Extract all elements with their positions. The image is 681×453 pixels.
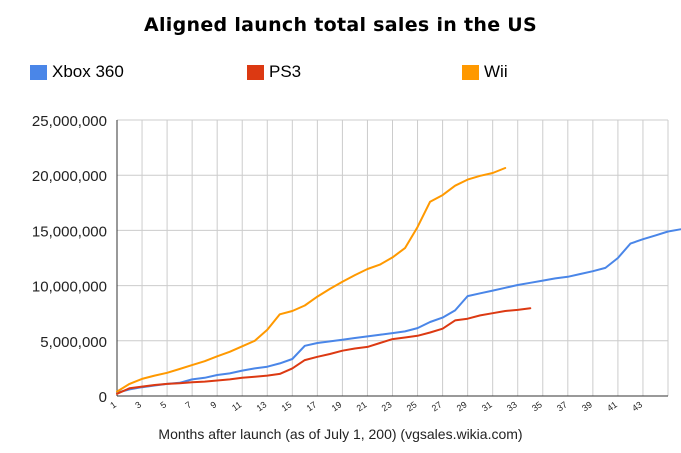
y-tick-label: 15,000,000: [32, 223, 107, 240]
legend-swatch-wii: [462, 64, 479, 80]
x-tick-label: 3: [133, 399, 143, 410]
x-axis-label: Months after launch (as of July 1, 200) …: [158, 426, 523, 442]
x-tick-label: 31: [480, 399, 494, 413]
legend-item-wii[interactable]: Wii: [462, 62, 508, 82]
y-tick-label: 20,000,000: [32, 168, 107, 185]
x-tick-label: 29: [455, 399, 469, 413]
x-tick-label: 11: [230, 399, 243, 413]
x-tick-label: 37: [555, 399, 569, 413]
x-tick-label: 19: [330, 399, 344, 413]
y-tick-label: 10,000,000: [32, 279, 107, 296]
chart-title: Aligned launch total sales in the US: [143, 14, 538, 36]
legend-label-ps3: PS3: [269, 62, 302, 81]
series-line-wii: [116, 167, 507, 393]
x-tick-label: 1: [108, 399, 118, 410]
legend-swatch-xbox-360: [30, 64, 47, 80]
legend-item-xbox-360[interactable]: Xbox 360: [30, 62, 124, 82]
x-tick-label: 7: [183, 399, 193, 410]
series-line-ps3: [116, 307, 532, 395]
x-tick-label: 23: [380, 399, 394, 413]
legend: Xbox 360 PS3 Wii: [0, 62, 681, 86]
x-tick-label: 5: [158, 399, 168, 410]
legend-swatch-ps3: [247, 64, 264, 80]
x-tick-label: 17: [305, 399, 319, 413]
x-tick-label: 9: [208, 399, 218, 410]
x-tick-label: 41: [605, 399, 619, 413]
legend-label-xbox-360: Xbox 360: [52, 62, 124, 81]
y-tick-label: 5,000,000: [40, 334, 107, 351]
legend-label-wii: Wii: [484, 62, 508, 81]
x-tick-label: 43: [630, 399, 644, 413]
legend-item-ps3[interactable]: PS3: [247, 62, 301, 82]
x-tick-label: 25: [405, 399, 419, 413]
series-line-xbox-360: [116, 228, 681, 394]
x-tick-label: 27: [430, 399, 444, 413]
x-tick-label: 15: [280, 399, 294, 413]
x-tick-label: 13: [254, 399, 268, 413]
x-tick-label: 39: [580, 399, 594, 413]
x-tick-label: 35: [530, 399, 544, 413]
x-tick-label: 33: [505, 399, 519, 413]
y-tick-label: 25,000,000: [32, 113, 107, 130]
x-tick-label: 21: [355, 399, 369, 413]
y-tick-label: 0: [99, 389, 107, 406]
